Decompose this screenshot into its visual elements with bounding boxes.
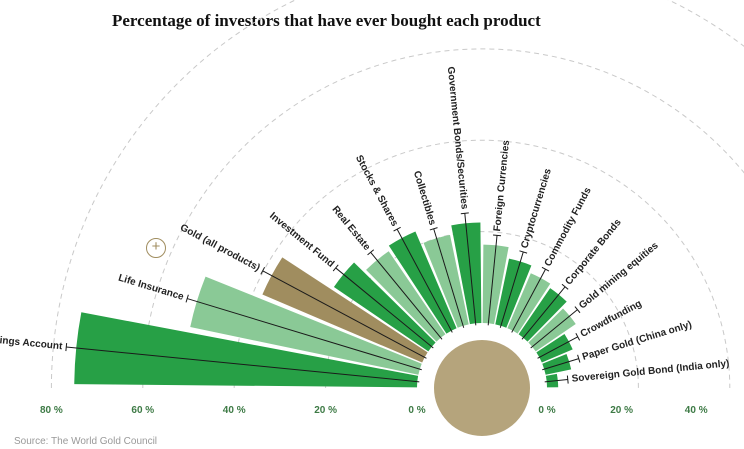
label-savings-account: Savings Account (0, 333, 63, 352)
right-tick-20: 20 % (610, 405, 633, 416)
leader-tick-gold-all-products (260, 267, 266, 275)
leader-tick-government-bonds-securities (460, 212, 469, 215)
plus-icon[interactable]: + (146, 238, 166, 258)
bar-foreign-currencies[interactable] (482, 244, 509, 325)
label-real-estate: Real Estate (330, 204, 373, 253)
bar-paper-gold-china-only[interactable] (542, 353, 572, 375)
leader-tick-collectibles (429, 227, 438, 231)
grid-arc-40 (233, 139, 731, 389)
leader-line-cryptocurrencies (499, 251, 524, 328)
bar-commodity-funds[interactable] (507, 273, 551, 334)
center-hub (426, 332, 538, 444)
label-government-bonds-securities: Government Bonds/Securities (445, 66, 470, 210)
leader-tick-real-estate (367, 249, 375, 256)
label-investment-fund: Investment Fund (267, 210, 336, 269)
left-tick-60: 60 % (131, 405, 154, 416)
leader-tick-savings-account (65, 343, 68, 352)
bar-gold-all-products[interactable] (262, 257, 428, 363)
label-collectibles: Collectibles (411, 170, 438, 227)
label-life-insurance: Life Insurance (117, 273, 185, 303)
grid-arc-60 (142, 48, 744, 389)
leader-line-savings-account (66, 346, 420, 383)
leader-tick-commodity-funds (541, 266, 550, 272)
leader-tick-cryptocurrencies (519, 250, 528, 254)
bar-cryptocurrencies[interactable] (495, 258, 532, 328)
leader-line-gold-all-products (262, 270, 427, 359)
leader-tick-corporate-bonds (561, 283, 569, 290)
leader-tick-sovereign-gold-bond-india-only (566, 375, 569, 384)
leader-line-life-insurance (187, 298, 422, 371)
label-gold-all-products: Gold (all products) (178, 222, 262, 274)
leader-line-commodity-funds (511, 268, 546, 333)
label-cryptocurrencies: Cryptocurrencies (519, 167, 554, 250)
leader-tick-foreign-currencies (492, 234, 502, 237)
leader-tick-gold-mining-equities (574, 306, 581, 314)
leader-line-stocks-shares (396, 228, 453, 333)
left-tick-20: 20 % (314, 405, 337, 416)
left-tick-0: 0 % (408, 405, 425, 416)
axis-tick-layer: 80 % 60 % 40 % 20 % 0 % 0 % 20 % 40 % (40, 405, 708, 416)
leader-tick-crowdfunding (575, 333, 581, 341)
leader-line-government-bonds-securities (464, 213, 477, 326)
leader-line-sovereign-gold-bond-india-only (544, 379, 568, 383)
bar-life-insurance[interactable] (190, 276, 422, 375)
label-sovereign-gold-bond-india-only: Sovereign Gold Bond (India only) (571, 358, 730, 384)
leader-line-corporate-bonds (521, 286, 566, 340)
bar-collectibles[interactable] (423, 234, 469, 328)
leader-tick-stocks-shares (393, 226, 401, 232)
leader-line-layer (65, 212, 581, 384)
leader-tick-paper-gold-china-only (577, 354, 581, 363)
bar-savings-account[interactable] (74, 312, 419, 388)
right-tick-0: 0 % (538, 405, 555, 416)
bar-government-bonds-securities[interactable] (451, 222, 482, 325)
bar-crowdfunding[interactable] (536, 334, 573, 363)
chart-title: Percentage of investors that have ever b… (112, 11, 541, 30)
leader-line-crowdfunding (537, 336, 578, 359)
leader-line-investment-fund (335, 267, 434, 349)
leader-line-foreign-currencies (487, 235, 498, 326)
source-note: Source: The World Gold Council (14, 436, 158, 447)
leader-tick-investment-fund (332, 264, 339, 272)
label-foreign-currencies: Foreign Currencies (492, 139, 512, 232)
left-tick-40: 40 % (223, 405, 246, 416)
leader-line-gold-mining-equities (530, 309, 578, 349)
leader-line-real-estate (370, 251, 443, 340)
left-tick-80: 80 % (40, 405, 63, 416)
right-tick-40: 40 % (685, 405, 708, 416)
leader-line-collectibles (433, 228, 465, 328)
label-stocks-shares: Stocks & Shares (353, 153, 400, 228)
leader-tick-life-insurance (185, 294, 189, 303)
leader-line-paper-gold-china-only (542, 358, 579, 371)
